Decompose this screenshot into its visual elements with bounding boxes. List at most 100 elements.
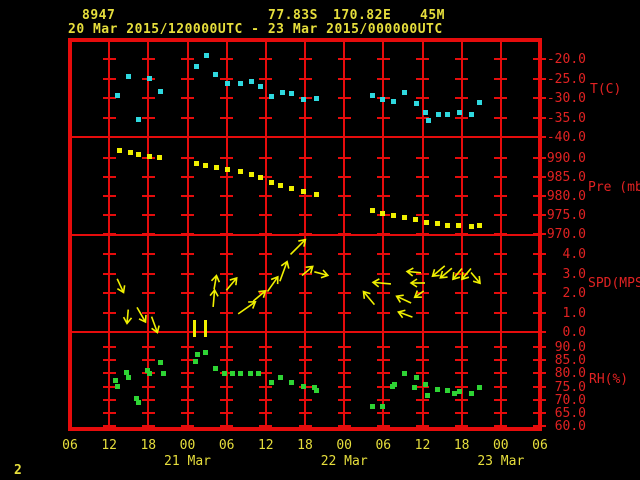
grid-tick [455,97,469,100]
grid-tick [416,136,429,138]
grid-tick [337,156,351,159]
rh-point [289,380,295,386]
grid-tick [337,272,351,275]
grid-tick [259,156,273,159]
grid-tick [455,359,469,362]
grid-tick [376,253,390,255]
right-edge-tick [533,58,546,61]
grid-tick [102,58,116,61]
grid-tick [102,253,116,255]
grid-tick [376,136,390,138]
pressure-point [444,223,450,229]
y-tick-label: 2.0 [562,286,586,301]
grid-tick [220,359,234,362]
grid-tick [416,253,429,255]
grid-tick [141,311,155,314]
grid-tick [141,412,155,414]
grid-tick [141,398,155,401]
grid-tick [494,331,508,333]
grid-tick [220,136,234,138]
rh-point [452,390,457,396]
wind-arrow [247,282,274,308]
grid-tick [494,372,508,375]
grid-tick [259,372,273,375]
grid-tick [259,58,273,61]
grid-tick [141,359,155,362]
grid-tick [259,97,273,100]
pressure-point [156,155,162,161]
rh-point [230,370,235,376]
right-edge-tick [533,233,546,236]
grid-tick [298,156,312,159]
wind-arrow [207,270,224,293]
grid-tick [298,412,312,414]
rh-point [435,386,440,392]
grid-tick [416,346,429,348]
grid-tick [141,195,155,197]
y-tick-label: 975.0 [546,208,586,224]
grid-tick [376,385,390,388]
grid-tick [298,58,312,61]
y-tick-label: -25.0 [546,71,586,87]
grid-tick [102,311,116,314]
rh-point [311,385,317,391]
grid-tick [102,425,116,428]
grid-tick [455,346,469,348]
right-edge-tick [533,272,546,275]
rh-point [313,388,319,394]
x-tick-label: 00 [492,438,509,453]
grid-tick [455,425,469,428]
wind-arrow [444,263,468,288]
pressure-point [370,208,376,214]
wind-arrow [110,274,132,300]
rh-point [379,403,385,409]
pressure-point [301,189,307,195]
rh-point [278,374,284,380]
grid-tick [181,372,194,375]
right-edge-tick [533,398,546,401]
y-tick-label: 985.0 [546,169,586,185]
pressure-point [423,220,429,225]
grid-tick [494,116,508,119]
y-tick-label: 70.0 [554,392,586,408]
grid-tick [337,372,351,375]
grid-tick [220,253,234,255]
grid-tick [298,253,312,255]
date-label: 21 Mar [164,454,211,469]
temp-point [268,93,274,99]
rh-point [255,370,261,376]
grid-tick [376,272,390,275]
time-range: 20 Mar 2015/120000UTC - 23 Mar 2015/0000… [68,22,443,37]
grid-tick [416,412,429,414]
grid-tick [416,175,429,178]
grid-tick [141,97,155,100]
grid-tick [376,175,390,178]
grid-tick [494,272,508,275]
grid-tick [141,136,155,138]
grid-tick [416,156,429,159]
grid-tick [298,359,312,362]
grid-tick [455,214,469,217]
grid-tick [220,233,234,236]
pressure-point [127,150,133,156]
grid-tick [181,77,194,80]
pressure-point [313,192,319,198]
grid-tick [181,412,194,414]
grid-tick [181,116,194,119]
grid-tick [220,156,234,159]
grid-tick [337,77,351,80]
grid-tick [220,175,234,178]
grid-tick [181,359,194,362]
pressure-point [402,215,408,220]
unit-label: Pre (mb) [588,180,640,195]
rh-point [202,349,208,355]
pressure-point [116,148,122,154]
grid-tick [416,195,429,197]
calm-marker [204,320,208,337]
grid-tick [455,311,469,314]
grid-tick [455,398,469,401]
grid-tick [220,292,234,294]
grid-tick [494,346,508,348]
right-edge-tick [533,311,546,314]
